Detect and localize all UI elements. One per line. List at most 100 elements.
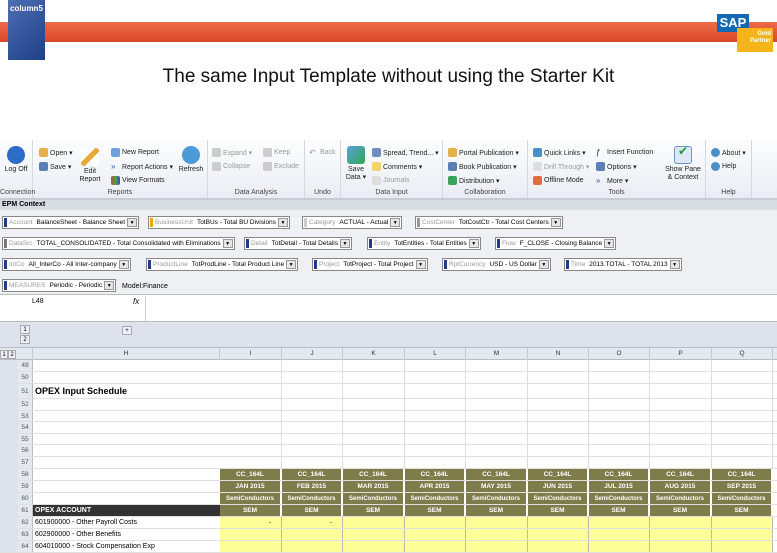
input-cell[interactable] bbox=[528, 516, 589, 528]
sem-header[interactable]: SEM bbox=[343, 504, 405, 516]
cell[interactable] bbox=[33, 360, 220, 371]
cell[interactable] bbox=[712, 456, 773, 468]
sem-header[interactable]: SEM bbox=[650, 504, 712, 516]
cell[interactable] bbox=[528, 360, 589, 371]
help-button[interactable]: Help bbox=[711, 162, 736, 171]
input-cell[interactable] bbox=[589, 516, 650, 528]
context-dropdown-costcenter[interactable]: CostCenter TotCostCtr - Total Cost Center… bbox=[415, 216, 563, 229]
cell[interactable] bbox=[712, 384, 773, 398]
spread-trend-button[interactable]: Spread, Trend... ▾ bbox=[372, 148, 439, 157]
cell[interactable] bbox=[220, 422, 282, 433]
cell[interactable] bbox=[650, 445, 712, 456]
cost-center-header[interactable]: CC_164L bbox=[282, 468, 343, 480]
dropdown-arrow-icon[interactable]: ▼ bbox=[669, 260, 680, 269]
product-line-header[interactable]: SemiConductors bbox=[650, 492, 712, 504]
cell[interactable] bbox=[528, 456, 589, 468]
cell[interactable] bbox=[650, 433, 712, 444]
cell[interactable] bbox=[405, 433, 466, 444]
column-header-P[interactable]: P bbox=[650, 348, 712, 360]
sem-header[interactable]: SEM bbox=[589, 504, 650, 516]
context-dropdown-measures[interactable]: MEASURES Periodic - Periodic ▼ bbox=[2, 279, 117, 292]
cell[interactable] bbox=[650, 422, 712, 433]
cell[interactable] bbox=[405, 445, 466, 456]
comments-button[interactable]: Comments ▾ bbox=[372, 162, 422, 171]
dropdown-arrow-icon[interactable]: ▼ bbox=[604, 239, 615, 248]
distribution-button[interactable]: Distribution ▾ bbox=[448, 176, 499, 185]
cell[interactable] bbox=[220, 360, 282, 371]
dropdown-arrow-icon[interactable]: ▼ bbox=[415, 260, 426, 269]
cell[interactable] bbox=[343, 384, 405, 398]
cost-center-header[interactable]: CC_164L bbox=[220, 468, 282, 480]
cell[interactable] bbox=[220, 372, 282, 383]
cell[interactable] bbox=[405, 360, 466, 371]
cell[interactable] bbox=[405, 410, 466, 421]
cost-center-header[interactable]: CC_164L bbox=[405, 468, 466, 480]
context-dropdown-category[interactable]: Category ACTUAL - Actual ▼ bbox=[302, 216, 403, 229]
cell[interactable] bbox=[33, 469, 220, 480]
cell[interactable] bbox=[343, 445, 405, 456]
cell[interactable] bbox=[220, 433, 282, 444]
month-header[interactable]: FEB 2015 bbox=[282, 480, 343, 492]
sem-header[interactable]: SEM bbox=[528, 504, 589, 516]
options-button[interactable]: Options ▾ bbox=[596, 162, 637, 171]
row-number[interactable]: 52 bbox=[18, 399, 33, 410]
refresh-button[interactable]: Refresh bbox=[177, 146, 205, 174]
column-header-I[interactable]: I bbox=[220, 348, 282, 360]
dropdown-arrow-icon[interactable]: ▼ bbox=[118, 260, 129, 269]
product-line-header[interactable]: SemiConductors bbox=[712, 492, 773, 504]
month-header[interactable]: JUN 2015 bbox=[528, 480, 589, 492]
cost-center-header[interactable]: CC_164L bbox=[650, 468, 712, 480]
cell[interactable] bbox=[528, 384, 589, 398]
cell[interactable] bbox=[466, 384, 528, 398]
row-number[interactable]: 55 bbox=[18, 433, 33, 444]
cell[interactable] bbox=[405, 456, 466, 468]
cell[interactable] bbox=[528, 399, 589, 410]
row-number[interactable]: 50 bbox=[18, 372, 33, 383]
cell[interactable] bbox=[282, 456, 343, 468]
input-cell[interactable]: - bbox=[220, 516, 282, 528]
row-number[interactable]: 51 bbox=[18, 384, 33, 398]
view-formats-button[interactable]: View Formats bbox=[111, 176, 165, 185]
cell[interactable] bbox=[528, 445, 589, 456]
product-line-header[interactable]: SemiConductors bbox=[282, 492, 343, 504]
input-cell[interactable] bbox=[528, 540, 589, 552]
cell[interactable] bbox=[589, 422, 650, 433]
input-cell[interactable] bbox=[343, 528, 405, 540]
row-number[interactable]: 49 bbox=[18, 360, 33, 371]
cost-center-header[interactable]: CC_164L bbox=[589, 468, 650, 480]
input-cell[interactable] bbox=[343, 540, 405, 552]
row-outline-level-2[interactable]: 2 bbox=[8, 350, 16, 359]
about-button[interactable]: About ▾ bbox=[711, 148, 746, 157]
cell[interactable] bbox=[405, 422, 466, 433]
input-cell[interactable] bbox=[650, 540, 712, 552]
cell[interactable] bbox=[712, 360, 773, 371]
input-cell[interactable] bbox=[650, 528, 712, 540]
row-number[interactable]: 64 bbox=[18, 540, 33, 552]
context-dropdown-time[interactable]: Time 2013.TOTAL - TOTAL 2013 ▼ bbox=[564, 258, 682, 271]
cell[interactable] bbox=[343, 399, 405, 410]
open-button[interactable]: Open ▾ bbox=[39, 148, 73, 157]
sem-header[interactable]: SEM bbox=[405, 504, 466, 516]
column-header-K[interactable]: K bbox=[343, 348, 405, 360]
cell[interactable] bbox=[650, 399, 712, 410]
month-header[interactable]: MAY 2015 bbox=[466, 480, 528, 492]
cell[interactable] bbox=[405, 384, 466, 398]
cell[interactable] bbox=[712, 372, 773, 383]
save-button[interactable]: Save ▾ bbox=[39, 162, 71, 171]
insert-function-icon[interactable]: fx bbox=[133, 297, 140, 306]
row-number[interactable]: 59 bbox=[18, 480, 33, 492]
cost-center-header[interactable]: CC_164L bbox=[466, 468, 528, 480]
context-dropdown-datasrc[interactable]: DataSrc TOTAL_CONSOLIDATED - Total Consol… bbox=[2, 237, 235, 250]
sem-header[interactable]: SEM bbox=[220, 504, 282, 516]
cell[interactable] bbox=[466, 372, 528, 383]
quick-links-button[interactable]: Quick Links ▾ bbox=[533, 148, 586, 157]
input-cell[interactable]: - bbox=[282, 516, 343, 528]
row-number[interactable]: 60 bbox=[18, 492, 33, 504]
cell[interactable] bbox=[589, 384, 650, 398]
cell[interactable] bbox=[528, 372, 589, 383]
cost-center-header[interactable]: CC_164L bbox=[712, 468, 773, 480]
cell[interactable] bbox=[466, 456, 528, 468]
dropdown-arrow-icon[interactable]: ▼ bbox=[550, 218, 561, 227]
name-box[interactable]: L48 bbox=[32, 298, 44, 305]
row-number[interactable]: 54 bbox=[18, 422, 33, 433]
